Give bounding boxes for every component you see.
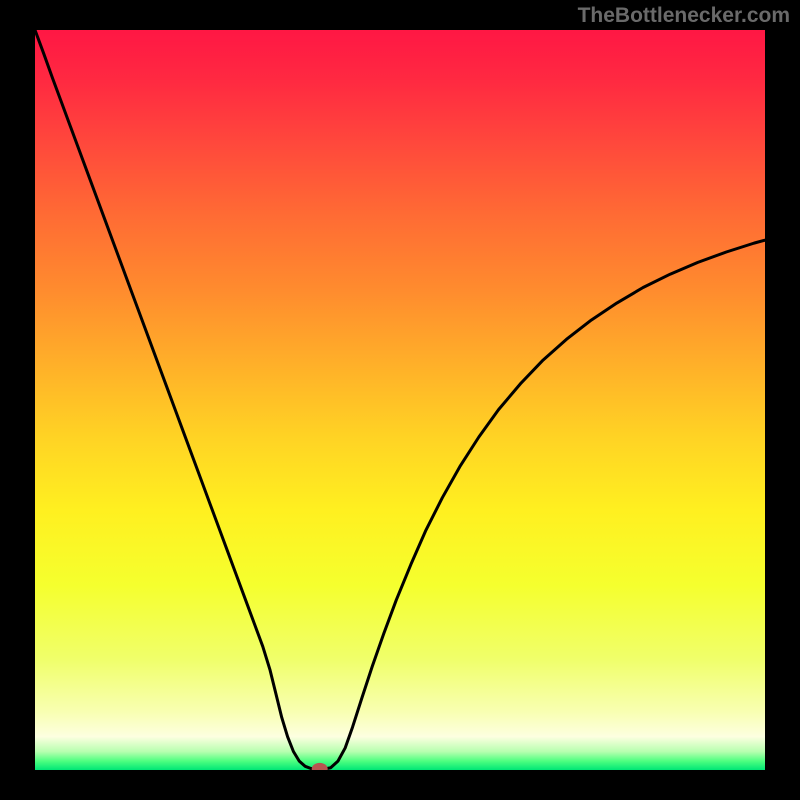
chart-svg <box>35 30 765 770</box>
chart-container: TheBottlenecker.com <box>0 0 800 800</box>
plot-area <box>35 30 765 770</box>
gradient-background <box>35 30 765 770</box>
watermark-text: TheBottlenecker.com <box>578 4 790 28</box>
